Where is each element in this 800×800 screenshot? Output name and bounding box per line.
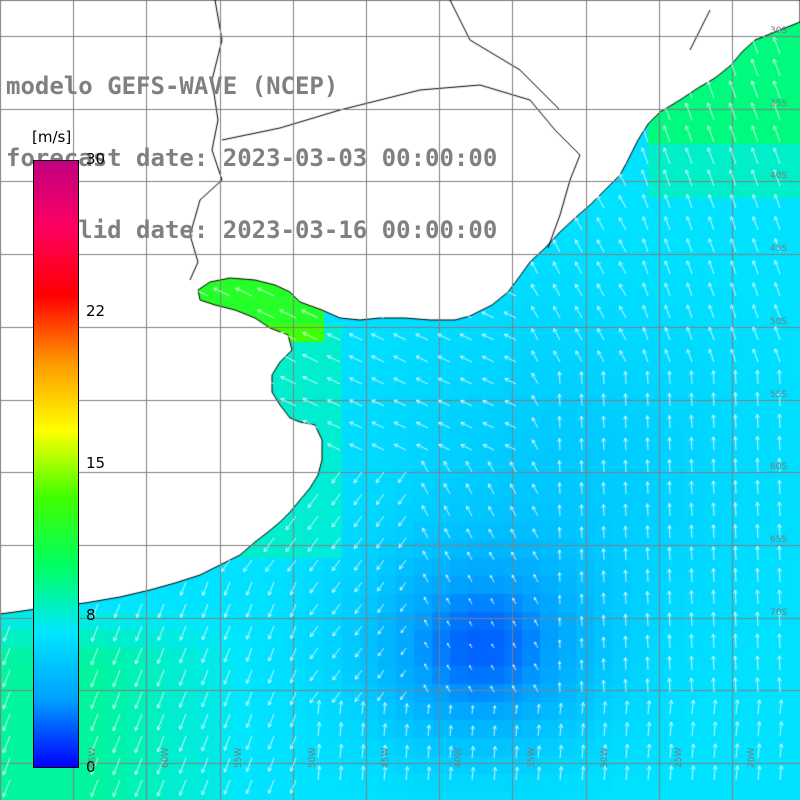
longitude-label: 60W [161,747,172,768]
colorbar-tick: 8 [86,606,96,624]
longitude-label: 65W [88,747,98,768]
colorbar-tick: 30 [86,150,106,168]
latitude-label: 65S [770,534,788,545]
latitude-label: 40S [770,171,788,182]
latitude-label: 45S [770,244,788,255]
longitude-label: 30W [600,747,611,768]
longitude-label: 40W [454,747,464,768]
longitude-label: 20W [746,747,757,768]
longitude-label: 55W [234,747,245,768]
latitude-label: 60S [770,462,788,473]
colorbar [33,160,79,768]
longitude-label: 25W [673,747,684,768]
colorbar-tick: 0 [86,758,96,776]
latitude-label: 30S [770,26,788,36]
colorbar-unit: [m/s] [30,128,74,146]
title-forecast-date: forecast date: 2023-03-03 00:00:00 [6,144,498,172]
title-valid-date: valid date: 2023-03-16 00:00:00 [6,216,498,244]
latitude-label: 35S [770,98,788,109]
latitude-label: 55S [770,389,788,400]
latitude-label: 50S [770,316,788,327]
longitude-label: 50W [307,747,318,768]
colorbar-tick: 22 [86,302,106,320]
latitude-label: 70S [770,607,788,618]
title-model: modelo GEFS-WAVE (NCEP) [6,72,339,100]
map-title: modelo GEFS-WAVE (NCEP) forecast date: 2… [6,26,497,266]
longitude-label: 45W [380,747,391,768]
colorbar-tick: 15 [86,454,106,472]
longitude-label: 35W [527,747,538,768]
